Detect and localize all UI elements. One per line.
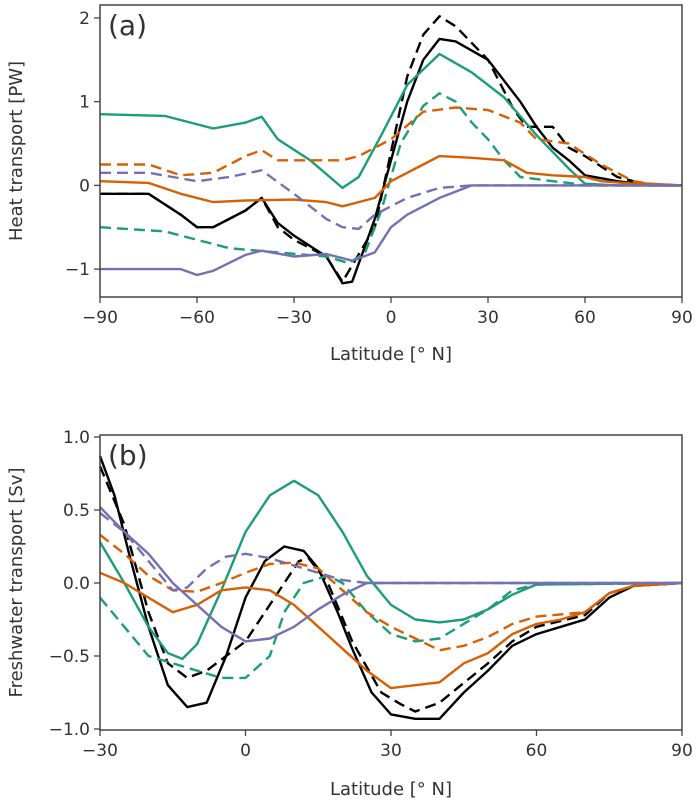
x-tick-label: 30 <box>477 308 499 328</box>
y-tick-label: −1 <box>65 260 90 280</box>
series-orange-dashed <box>100 106 683 187</box>
y-tick-label: 0.5 <box>63 501 90 521</box>
series-purple-solid <box>100 184 682 277</box>
series-purple-solid <box>99 506 682 643</box>
series-black-solid <box>98 455 683 720</box>
x-tick-label: 0 <box>240 741 251 761</box>
panel-label: (a) <box>108 9 147 42</box>
x-tick-label: −30 <box>82 741 118 761</box>
x-tick-label: 60 <box>526 741 548 761</box>
series-purple-dashed <box>99 511 682 592</box>
series-orange-solid <box>99 571 683 690</box>
panel-b: −30 0 30 60 90 −1.0 −0.5 0.0 0.5 1.0 Latitude [° N… <box>6 428 693 800</box>
series-orange-dashed <box>99 533 683 652</box>
series-black-dashed <box>98 465 683 713</box>
x-tick-label: 90 <box>671 741 693 761</box>
x-axis-label: Latitude [° N] <box>330 779 452 800</box>
series-green-dashed <box>99 574 683 680</box>
y-tick-label: −0.5 <box>49 647 90 667</box>
series-orange-solid <box>99 154 683 208</box>
x-axis-label: Latitude [° N] <box>330 344 452 365</box>
y-tick-label: 0 <box>79 176 90 196</box>
x-tick-label: 60 <box>574 308 596 328</box>
panel-label: (b) <box>108 439 148 472</box>
x-tick-label: 30 <box>380 741 402 761</box>
x-tick-label: −30 <box>276 308 312 328</box>
y-axis-label: Heat transport [PW] <box>6 61 27 241</box>
x-tick-label: −90 <box>82 308 118 328</box>
y-tick-label: 1 <box>79 93 90 113</box>
series-green-solid <box>98 479 683 661</box>
y-tick-label: 0.0 <box>63 574 90 594</box>
x-tick-label: 90 <box>671 308 693 328</box>
x-tick-label: −60 <box>179 308 215 328</box>
x-tick-label: 0 <box>386 308 397 328</box>
series-green-solid <box>99 52 682 190</box>
series-purple-dashed <box>100 169 682 231</box>
series-black-solid <box>100 37 682 285</box>
y-tick-label: −1.0 <box>49 720 90 740</box>
y-tick-label: 1.0 <box>63 428 90 448</box>
series-green-dashed <box>99 92 682 265</box>
panel-a: −90 −60 −30 0 30 60 90 −1 0 1 2 Latitude [° N] Heat … <box>6 4 693 365</box>
y-axis-label: Freshwater transport [Sv] <box>6 468 27 698</box>
series-black-dashed <box>100 15 683 283</box>
y-tick-label: 2 <box>79 9 90 29</box>
